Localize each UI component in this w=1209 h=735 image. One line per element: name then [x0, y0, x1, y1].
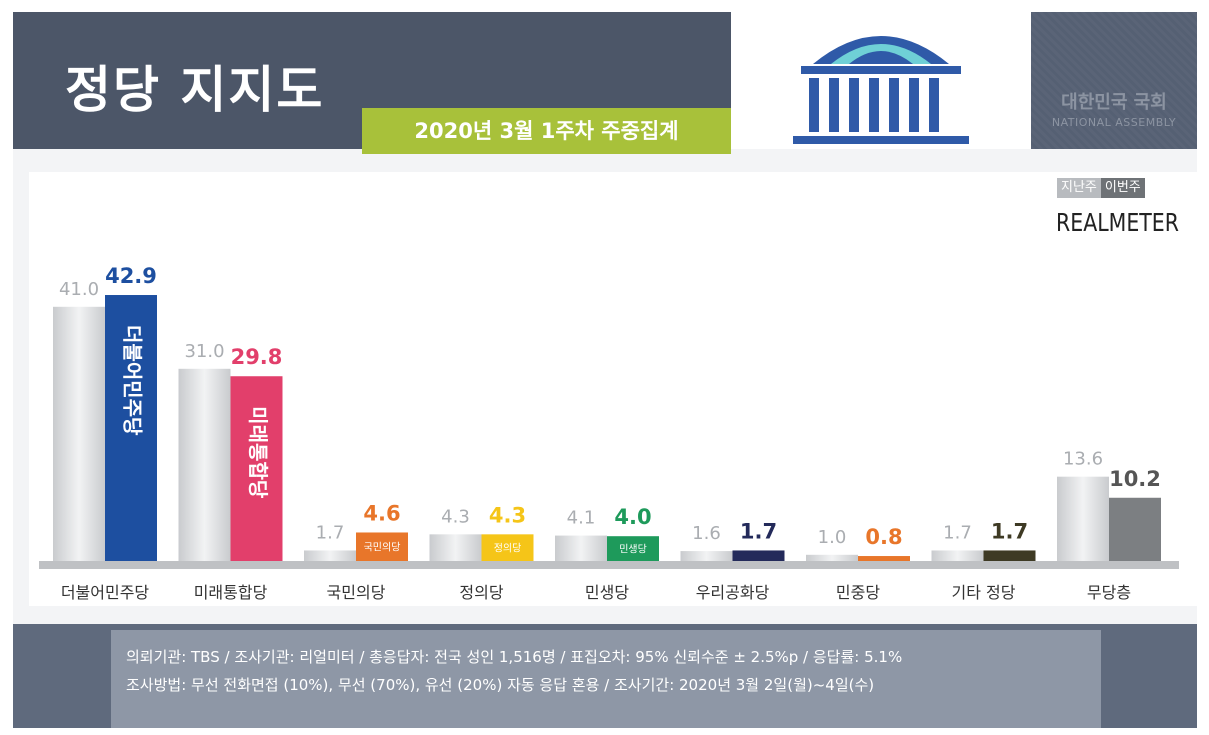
bar-current-2: [356, 532, 408, 561]
footer-survey-method: 조사방법: 무선 전화면접 (10%), 무선 (70%), 유선 (20%) …: [126, 676, 875, 694]
category-label-4: 민생당: [585, 583, 629, 602]
bar-party-logo-label-1: 미래통합당: [246, 406, 270, 499]
realmeter-logo: REALMETER: [1056, 208, 1179, 237]
value-label-current-1: 29.8: [231, 345, 283, 369]
bar-current-8: [1109, 497, 1161, 561]
infographic-frame: 정당 지지도 대한민국 국회 NATIONAL ASSEMBLY 2020년 3…: [13, 12, 1197, 728]
bar-party-logo-label-3: 정의당: [494, 543, 522, 555]
value-label-current-2: 4.6: [363, 501, 400, 525]
value-label-current-6: 0.8: [865, 525, 902, 549]
legend: 지난주 이번주: [1057, 178, 1145, 198]
bar-previous-0: [53, 306, 105, 561]
category-label-1: 미래통합당: [194, 583, 268, 602]
bar-party-logo-label-0: 더불어민주당: [121, 325, 145, 436]
chart-baseline: [39, 561, 1179, 569]
value-label-current-0: 42.9: [105, 264, 157, 288]
bar-party-logo-label-2: 국민의당: [364, 542, 401, 554]
value-label-previous-6: 1.0: [818, 527, 847, 548]
footer-survey-info: 의뢰기관: TBS / 조사기관: 리얼미터 / 총응답자: 전국 성인 1,5…: [126, 648, 903, 666]
assembly-name-english: NATIONAL ASSEMBLY: [1051, 116, 1177, 129]
category-label-5: 우리공화당: [696, 583, 770, 602]
header-band: 정당 지지도 대한민국 국회 NATIONAL ASSEMBLY: [13, 12, 1197, 149]
page-title: 정당 지지도: [65, 61, 325, 119]
value-label-previous-4: 4.1: [567, 508, 596, 529]
chart-area: 41.0 42.9 더불어민주당 더불어민주당 31.0 29.8 미래통합당 미래통합당 1.…: [29, 172, 1197, 606]
category-label-8: 무당층: [1087, 583, 1131, 602]
category-label-7: 기타 정당: [952, 583, 1016, 602]
value-label-previous-7: 1.7: [943, 522, 972, 543]
bar-current-7: [983, 550, 1036, 561]
bar-previous-5: [680, 551, 733, 561]
national-assembly-name-panel: 대한민국 국회 NATIONAL ASSEMBLY: [1031, 12, 1197, 149]
bar-previous-7: [931, 550, 984, 561]
bar-previous-4: [555, 535, 607, 561]
value-label-previous-2: 1.7: [316, 522, 345, 543]
bar-current-0: [105, 295, 157, 561]
value-label-current-4: 4.0: [614, 505, 651, 529]
bar-party-logo-label-4: 민생당: [619, 544, 647, 556]
value-label-previous-3: 4.3: [441, 506, 470, 527]
value-label-previous-8: 13.6: [1063, 449, 1103, 470]
value-label-current-7: 1.7: [991, 519, 1028, 543]
bar-current-3: [481, 534, 534, 561]
national-assembly-logo-panel: [731, 12, 1031, 149]
national-assembly-building-icon: [793, 36, 969, 144]
legend-current-week: 이번주: [1100, 178, 1145, 198]
bar-previous-2: [304, 550, 356, 561]
category-label-3: 정의당: [459, 583, 503, 602]
category-label-6: 민중당: [836, 583, 880, 602]
bar-previous-6: [806, 554, 858, 561]
bar-previous-1: [178, 368, 231, 561]
legend-previous-week: 지난주: [1057, 178, 1101, 198]
bar-current-1: [230, 376, 283, 561]
value-label-previous-1: 31.0: [184, 341, 224, 362]
category-label-2: 국민의당: [327, 583, 386, 602]
bar-previous-8: [1057, 476, 1109, 561]
value-label-current-5: 1.7: [740, 519, 777, 543]
category-label-0: 더불어민주당: [61, 583, 150, 602]
survey-period-subtitle: 2020년 3월 1주차 주중집계: [362, 108, 731, 154]
value-label-current-8: 10.2: [1109, 467, 1161, 491]
value-label-current-3: 4.3: [489, 503, 526, 527]
footer-info-box: [111, 630, 1101, 728]
bar-current-5: [732, 550, 785, 561]
bar-previous-3: [429, 534, 482, 561]
assembly-name-korean: 대한민국 국회: [1061, 92, 1167, 113]
value-label-previous-5: 1.6: [692, 523, 721, 544]
bar-current-4: [607, 536, 659, 561]
bar-current-6: [858, 556, 910, 561]
value-label-previous-0: 41.0: [59, 279, 99, 300]
